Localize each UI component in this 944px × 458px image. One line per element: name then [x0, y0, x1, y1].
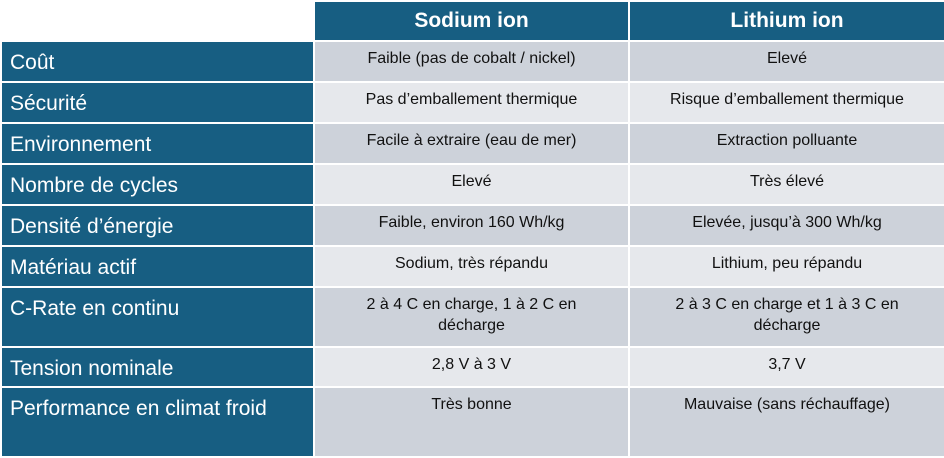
table-row: Environnement Facile à extraire (eau de … — [0, 122, 944, 165]
sodium-cell: Pas d’emballement thermique — [313, 81, 630, 124]
row-label: Nombre de cycles — [0, 163, 315, 206]
table-row: Tension nominale 2,8 V à 3 V 3,7 V — [0, 346, 944, 388]
lithium-cell: 3,7 V — [628, 346, 944, 388]
table-row: Densité d’énergie Faible, environ 160 Wh… — [0, 204, 944, 247]
table-row: Performance en climat froid Très bonne M… — [0, 386, 944, 458]
sodium-cell: Elevé — [313, 163, 630, 206]
lithium-cell: Risque d’emballement thermique — [628, 81, 944, 124]
sodium-cell: Facile à extraire (eau de mer) — [313, 122, 630, 165]
row-label: Environnement — [0, 122, 315, 165]
header-row: Sodium ion Lithium ion — [0, 0, 944, 42]
row-label: Coût — [0, 40, 315, 83]
empty-corner — [0, 0, 315, 42]
sodium-cell: Très bonne — [313, 386, 630, 458]
sodium-cell: Sodium, très répandu — [313, 245, 630, 288]
row-label: Densité d’énergie — [0, 204, 315, 247]
sodium-cell: 2,8 V à 3 V — [313, 346, 630, 388]
sodium-cell: Faible, environ 160 Wh/kg — [313, 204, 630, 247]
table-row: Matériau actif Sodium, très répandu Lith… — [0, 245, 944, 288]
row-label: Sécurité — [0, 81, 315, 124]
lithium-cell: Elevée, jusqu’à 300 Wh/kg — [628, 204, 944, 247]
table-row: C-Rate en continu 2 à 4 C en charge, 1 à… — [0, 286, 944, 348]
lithium-cell: 2 à 3 C en charge et 1 à 3 C en décharge — [628, 286, 944, 348]
sodium-cell: 2 à 4 C en charge, 1 à 2 C en décharge — [313, 286, 630, 348]
lithium-cell: Lithium, peu répandu — [628, 245, 944, 288]
table-row: Coût Faible (pas de cobalt / nickel) Ele… — [0, 40, 944, 83]
lithium-cell: Elevé — [628, 40, 944, 83]
header-sodium: Sodium ion — [313, 0, 630, 42]
lithium-cell: Mauvaise (sans réchauffage) — [628, 386, 944, 458]
lithium-cell: Extraction polluante — [628, 122, 944, 165]
row-label: Tension nominale — [0, 346, 315, 388]
row-label: Matériau actif — [0, 245, 315, 288]
sodium-cell: Faible (pas de cobalt / nickel) — [313, 40, 630, 83]
row-label: Performance en climat froid — [0, 386, 315, 458]
header-lithium: Lithium ion — [628, 0, 944, 42]
table-row: Nombre de cycles Elevé Très élevé — [0, 163, 944, 206]
table-row: Sécurité Pas d’emballement thermique Ris… — [0, 81, 944, 124]
lithium-cell: Très élevé — [628, 163, 944, 206]
row-label: C-Rate en continu — [0, 286, 315, 348]
